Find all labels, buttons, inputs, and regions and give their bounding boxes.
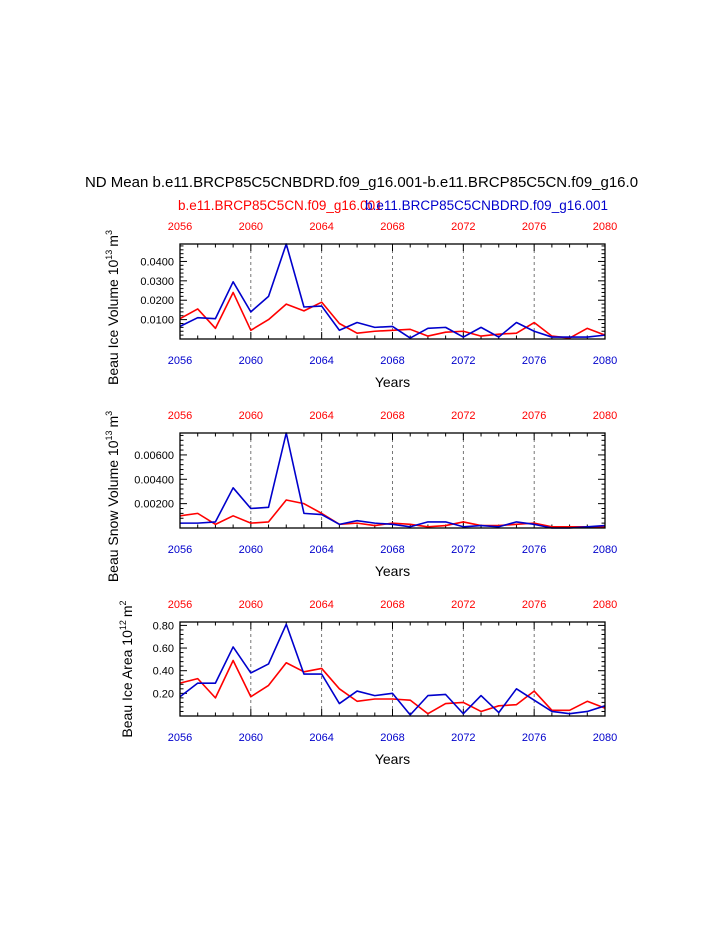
y-axis-label-main: Beau Ice Area 10 <box>119 630 135 738</box>
x-tick-label-top: 2056 <box>168 599 192 611</box>
y-tick-label: 0.00600 <box>134 450 174 462</box>
x-tick-label-top: 2072 <box>451 599 475 611</box>
x-tick-label-bottom: 2072 <box>451 544 475 556</box>
legend-red-label: b.e11.BRCP85C5CN.f09_g16.001 <box>178 198 383 213</box>
y-tick-label: 0.0100 <box>140 315 174 327</box>
x-tick-label-top: 2072 <box>451 410 475 422</box>
series-line-red <box>179 291 606 339</box>
x-tick-label-bottom: 2068 <box>380 544 404 556</box>
y-axis-label-main: Beau Snow Volume 10 <box>105 440 121 582</box>
x-tick-label-bottom: 2072 <box>451 732 475 744</box>
x-tick-label-bottom: 2064 <box>309 355 333 367</box>
series-line-red <box>179 499 605 528</box>
x-axis-label: Years <box>375 374 410 390</box>
x-tick-label-bottom: 2056 <box>168 355 192 367</box>
y-axis-label-unit: m <box>105 235 121 247</box>
x-axis-label: Years <box>375 751 410 767</box>
x-tick-label-top: 2076 <box>522 221 546 233</box>
x-tick-label-top: 2056 <box>168 221 192 233</box>
series-line-blue <box>179 243 606 339</box>
x-tick-label-bottom: 2076 <box>522 355 546 367</box>
x-tick-label-top: 2068 <box>380 221 404 233</box>
x-tick-label-top: 2076 <box>522 410 546 422</box>
series-line-blue <box>180 432 606 529</box>
x-tick-label-bottom: 2076 <box>522 544 546 556</box>
y-axis-label: Beau Ice Area 1012 m2 <box>118 600 135 737</box>
plot-frame <box>179 621 606 717</box>
y-tick-label: 0.0300 <box>140 276 174 288</box>
x-tick-label-top: 2064 <box>309 410 333 422</box>
x-tick-label-top: 2060 <box>239 599 263 611</box>
y-tick-label: 0.80 <box>153 620 174 632</box>
plot-frame <box>179 243 606 340</box>
y-tick-label: 0.40 <box>153 666 174 678</box>
x-tick-label-bottom: 2056 <box>168 544 192 556</box>
page-title: ND Mean b.e11.BRCP85C5CNBDRD.f09_g16.001… <box>85 174 638 191</box>
x-tick-label-bottom: 2072 <box>451 355 475 367</box>
y-axis-label: Beau Ice Volume 1013 m3 <box>104 230 121 385</box>
y-axis-label-unit-exp: 2 <box>118 600 128 605</box>
y-axis-label-exp: 12 <box>118 620 128 630</box>
y-axis-label-unit: m <box>119 605 135 617</box>
x-tick-label-bottom: 2068 <box>380 355 404 367</box>
y-tick-label: 0.00200 <box>134 499 174 511</box>
x-tick-label-bottom: 2064 <box>309 732 333 744</box>
x-tick-label-top: 2060 <box>239 221 263 233</box>
y-axis-label-unit: m <box>105 416 121 428</box>
chart-panel-2: 0.00200 0.00400 0.00600 2056 2056 2060 2060 206… <box>104 410 617 582</box>
x-tick-label-bottom: 2068 <box>380 732 404 744</box>
x-tick-label-top: 2076 <box>522 599 546 611</box>
x-tick-label-bottom: 2080 <box>593 732 617 744</box>
x-tick-label-top: 2080 <box>593 599 617 611</box>
series-line-blue <box>179 623 606 716</box>
x-tick-label-bottom: 2080 <box>593 355 617 367</box>
x-tick-label-top: 2064 <box>309 599 333 611</box>
x-tick-label-top: 2064 <box>309 221 333 233</box>
y-axis-label-exp: 13 <box>104 250 114 260</box>
y-tick-label: 0.20 <box>153 688 174 700</box>
x-tick-label-top: 2072 <box>451 221 475 233</box>
x-tick-label-top: 2060 <box>239 410 263 422</box>
chart-panel-3: 0.20 0.40 0.60 0.80 2056 2056 2060 2060 2064 2064… <box>118 599 617 767</box>
x-tick-label-bottom: 2080 <box>593 544 617 556</box>
y-tick-label: 0.00400 <box>134 474 174 486</box>
x-tick-label-top: 2080 <box>593 221 617 233</box>
y-tick-label: 0.60 <box>153 643 174 655</box>
x-tick-label-bottom: 2076 <box>522 732 546 744</box>
x-tick-label-bottom: 2060 <box>239 732 263 744</box>
x-tick-label-top: 2068 <box>380 599 404 611</box>
chart-panels: 0.0100 0.0200 0.0300 0.0400 2056 2056 2060 2060… <box>104 221 617 767</box>
y-axis-label: Beau Snow Volume 1013 m3 <box>104 411 121 582</box>
x-tick-label-bottom: 2056 <box>168 732 192 744</box>
chart-panel-1: 0.0100 0.0200 0.0300 0.0400 2056 2056 2060 2060… <box>104 221 617 390</box>
x-axis-label: Years <box>375 563 410 579</box>
plot-frame <box>179 432 606 529</box>
y-axis-label-unit-exp: 3 <box>104 230 114 235</box>
y-axis-label-exp: 13 <box>104 431 114 441</box>
x-tick-label-bottom: 2060 <box>239 355 263 367</box>
y-tick-label: 0.0400 <box>140 256 174 268</box>
x-tick-label-top: 2068 <box>380 410 404 422</box>
x-tick-label-top: 2056 <box>168 410 192 422</box>
y-tick-label: 0.0200 <box>140 295 174 307</box>
y-axis-label-main: Beau Ice Volume 10 <box>105 259 121 385</box>
x-tick-label-bottom: 2060 <box>239 544 263 556</box>
y-axis-label-unit-exp: 3 <box>104 411 114 416</box>
series-line-red <box>179 659 606 715</box>
x-tick-label-top: 2080 <box>593 410 617 422</box>
x-tick-label-bottom: 2064 <box>309 544 333 556</box>
legend-blue-label: b.e11.BRCP85C5CNBDRD.f09_g16.001 <box>365 198 608 213</box>
